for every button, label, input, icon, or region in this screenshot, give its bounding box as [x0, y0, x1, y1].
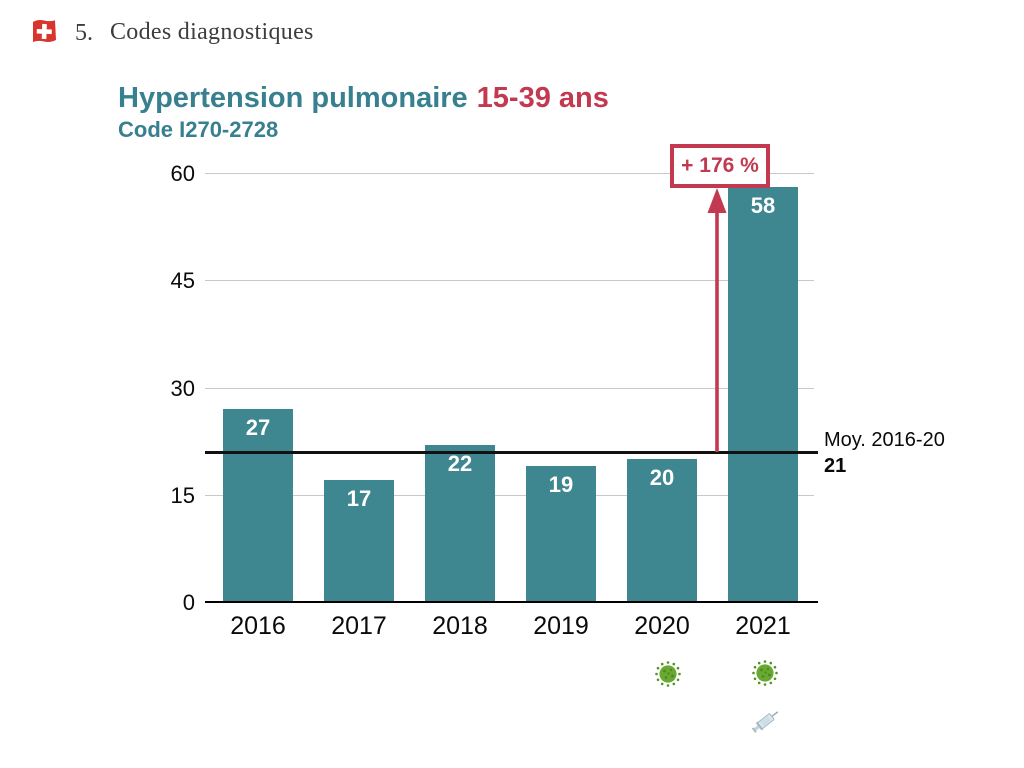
average-reference-line	[205, 450, 818, 454]
swiss-flag-icon	[33, 20, 56, 42]
x-tick-label-2019: 2019	[533, 612, 589, 640]
bar-2018: 22	[425, 445, 495, 602]
header-title: Codes diagnostiques	[110, 19, 314, 45]
reference-value: 21	[824, 455, 847, 477]
reference-label: Moy. 2016-20	[824, 429, 945, 451]
bar-value-label: 27	[245, 415, 271, 440]
gridline-45	[205, 280, 814, 282]
bar-2017: 17	[324, 480, 394, 602]
header-number: 5.	[75, 20, 93, 46]
x-tick-label-2016: 2016	[230, 612, 286, 640]
y-tick-label-45: 45	[170, 268, 195, 294]
x-tick-label-2017: 2017	[331, 612, 387, 640]
gridline-60	[205, 173, 814, 174]
bar-2019: 19	[526, 466, 596, 602]
gridline-15	[205, 494, 814, 496]
chart-title-age-range: 15-39 ans	[476, 82, 609, 114]
syringe-icon	[751, 711, 779, 733]
y-tick-label-0: 0	[182, 590, 195, 615]
bar-2021: 58	[728, 187, 798, 602]
y-tick-label-15: 15	[170, 482, 195, 508]
chart-title-main: Hypertension pulmonaire	[118, 82, 468, 114]
x-tick-label-2018: 2018	[432, 612, 488, 640]
microbe-icon	[655, 661, 681, 687]
y-tick-label-30: 30	[170, 375, 195, 401]
percent-increase-annotation: + 176 %	[670, 144, 770, 188]
x-axis-line	[205, 601, 818, 603]
bar-value-label: 19	[548, 472, 574, 497]
reference-label-block: Moy. 2016-20 21	[824, 429, 945, 478]
bar-value-label: 17	[346, 486, 372, 511]
percent-increase-label: + 176 %	[681, 154, 759, 177]
y-tick-label-60: 60	[170, 161, 195, 186]
bar-2020: 20	[627, 459, 697, 602]
chart-subtitle: Code I270-2728	[118, 117, 279, 142]
bar-2016: 27	[223, 409, 293, 602]
bar-value-label: 58	[750, 193, 776, 218]
bar-chart-plot-area: 27 17 22 19 20 58	[205, 173, 818, 603]
chart-title: Hypertension pulmonaire 15-39 ans	[118, 82, 609, 115]
increase-arrow-icon	[707, 188, 727, 452]
x-tick-label-2020: 2020	[634, 612, 690, 640]
bar-value-label: 20	[649, 465, 675, 490]
bar-value-label: 22	[447, 451, 473, 476]
gridline-30	[205, 387, 814, 389]
microbe-icon	[752, 660, 778, 686]
x-tick-label-2021: 2021	[735, 612, 791, 640]
slide-header: 5. Codes diagnostiques	[0, 0, 1024, 60]
